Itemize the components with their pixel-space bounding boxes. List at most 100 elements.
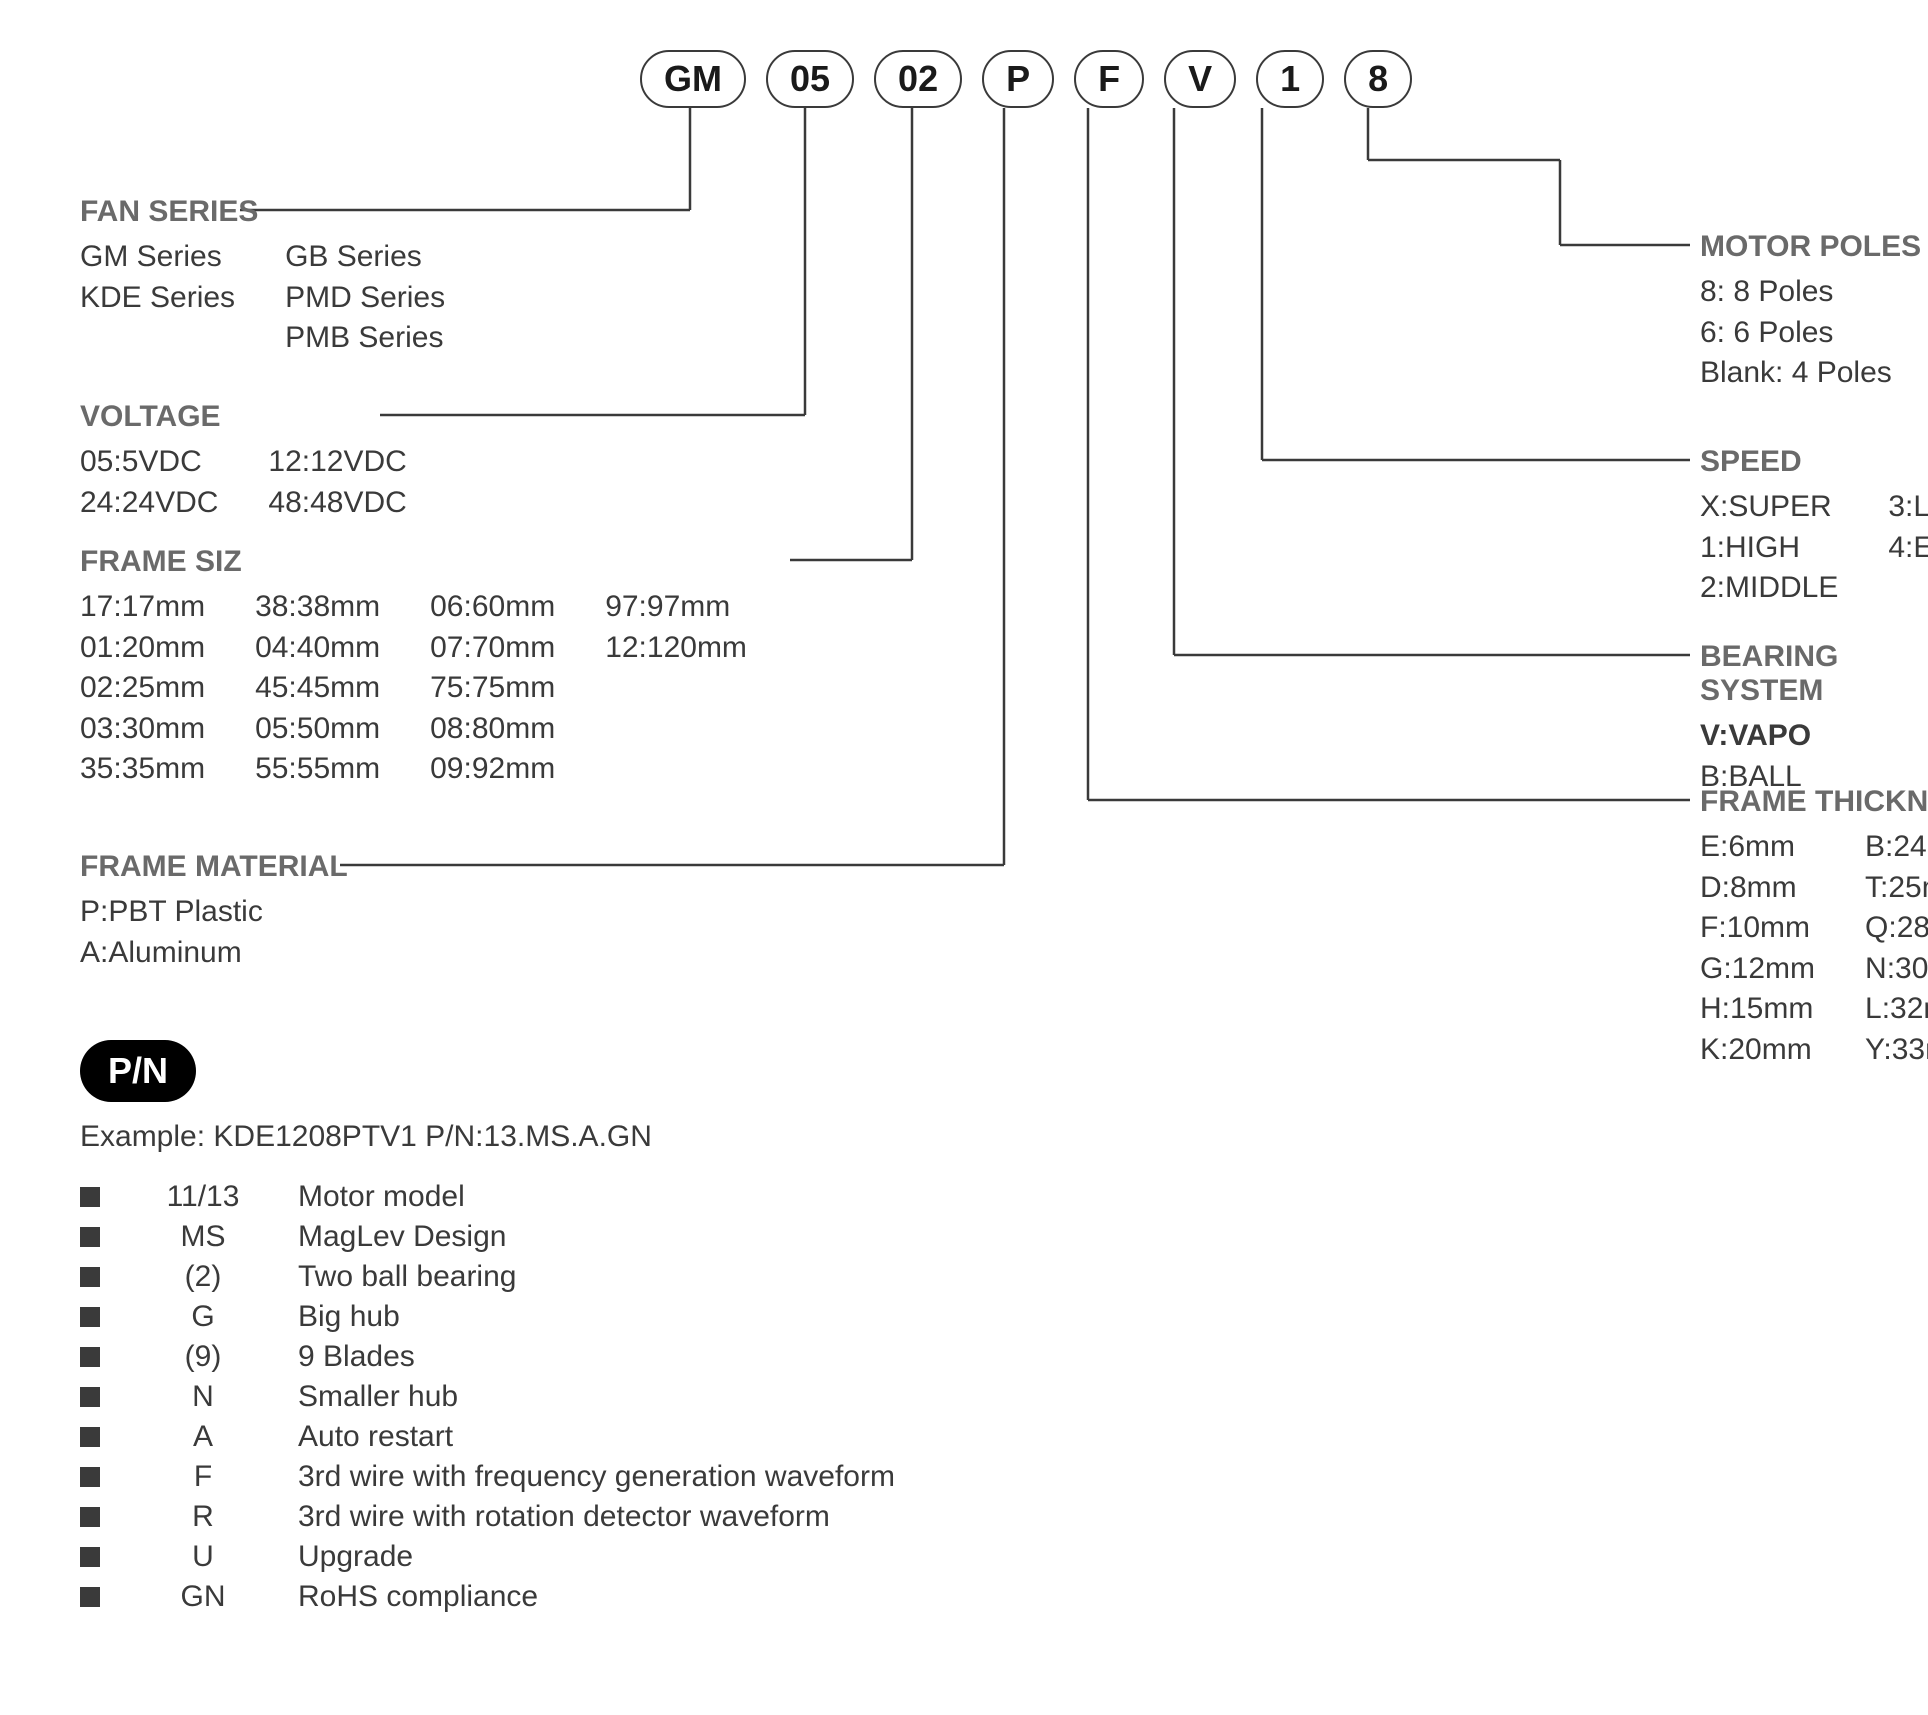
bullet-icon xyxy=(80,1307,100,1327)
code-pill-6: 1 xyxy=(1256,50,1324,108)
pn-row: R 3rd wire with rotation detector wavefor… xyxy=(80,1500,895,1534)
list-item: Q:28mm xyxy=(1865,908,1928,949)
pn-code: F xyxy=(138,1460,268,1494)
list-item: 17:17mm xyxy=(80,587,205,628)
frame-size-title: FRAME SIZ xyxy=(80,545,747,579)
bullet-icon xyxy=(80,1467,100,1487)
list-item: 07:70mm xyxy=(430,628,555,669)
list-item: PMD Series xyxy=(285,278,445,319)
list-item: G:12mm xyxy=(1700,949,1815,990)
pn-example: Example: KDE1208PTV1 P/N:13.MS.A.GN xyxy=(80,1120,895,1154)
list-item: 35:35mm xyxy=(80,749,205,790)
list-item: 48:48VDC xyxy=(268,483,406,524)
list-item: 12:12VDC xyxy=(268,442,406,483)
list-item: 3:LOW xyxy=(1888,487,1928,528)
pn-row: GBig hub xyxy=(80,1300,895,1334)
pn-badge: P/N xyxy=(80,1040,196,1102)
list-item: H:15mm xyxy=(1700,989,1815,1030)
list-item: X:SUPER xyxy=(1700,487,1838,528)
list-item: 24:24VDC xyxy=(80,483,218,524)
part-number-code-row: GM 05 02 P F V 1 8 xyxy=(640,50,1412,108)
list-item: GM Series xyxy=(80,237,235,278)
pn-code: MS xyxy=(138,1220,268,1254)
pn-row: F3rd wire with frequency generation wave… xyxy=(80,1460,895,1494)
section-frame-thickness: FRAME THICKNESS E:6mmD:8mmF:10mmG:12mmH:… xyxy=(1700,785,1928,1070)
list-item: 75:75mm xyxy=(430,668,555,709)
list-item: 55:55mm xyxy=(255,749,380,790)
list-item: 45:45mm xyxy=(255,668,380,709)
pn-table: 11/13Motor model MS MagLev Design (2)Two ba… xyxy=(80,1180,895,1614)
frame-thickness-title: FRAME THICKNESS xyxy=(1700,785,1928,819)
list-item: 12:120mm xyxy=(605,628,747,669)
list-item: 4:EXTRA LOW xyxy=(1888,528,1928,569)
pn-row: (2)Two ball bearing xyxy=(80,1260,895,1294)
list-item: Y:33mm xyxy=(1865,1030,1928,1071)
list-item: 1:HIGH xyxy=(1700,528,1838,569)
list-item: 01:20mm xyxy=(80,628,205,669)
bullet-icon xyxy=(80,1227,100,1247)
pn-code: GN xyxy=(138,1580,268,1614)
pn-desc: 9 Blades xyxy=(298,1340,415,1374)
section-frame-size: FRAME SIZ 17:17mm01:20mm02:25mm03:30mm35… xyxy=(80,545,747,790)
list-item: 06:60mm xyxy=(430,587,555,628)
list-item: V:VAPO xyxy=(1700,716,1811,757)
list-item: 6: 6 Poles xyxy=(1700,313,1892,354)
bullet-icon xyxy=(80,1387,100,1407)
list-item: 04:40mm xyxy=(255,628,380,669)
section-frame-material: FRAME MATERIAL P:PBT PlasticA:Aluminum xyxy=(80,850,348,973)
list-item: 97:97mm xyxy=(605,587,747,628)
bearing-title: BEARING SYSTEM xyxy=(1700,640,1928,708)
pn-row: A Auto restart xyxy=(80,1420,895,1454)
code-pill-4: F xyxy=(1074,50,1144,108)
code-pill-7: 8 xyxy=(1344,50,1412,108)
section-pn: P/N Example: KDE1208PTV1 P/N:13.MS.A.GN … xyxy=(80,1040,895,1620)
section-motor-poles: MOTOR POLES 8: 8 Poles6: 6 PolesBlank: 4… xyxy=(1700,230,1921,394)
code-pill-3: P xyxy=(982,50,1054,108)
list-item: K:20mm xyxy=(1700,1030,1815,1071)
list-item: Blank: 4 Poles xyxy=(1700,353,1892,394)
bullet-icon xyxy=(80,1187,100,1207)
bullet-icon xyxy=(80,1347,100,1367)
bullet-icon xyxy=(80,1547,100,1567)
bullet-icon xyxy=(80,1587,100,1607)
bullet-icon xyxy=(80,1427,100,1447)
list-item: 09:92mm xyxy=(430,749,555,790)
list-item: L:32mm xyxy=(1865,989,1928,1030)
code-pill-1: 05 xyxy=(766,50,854,108)
list-item: KDE Series xyxy=(80,278,235,319)
list-item: 38:38mm xyxy=(255,587,380,628)
pn-code: R xyxy=(138,1500,268,1534)
section-bearing: BEARING SYSTEM V:VAPOB:BALL xyxy=(1700,640,1928,797)
pn-row: (9)9 Blades xyxy=(80,1340,895,1374)
list-item: PMB Series xyxy=(285,318,445,359)
pn-row: N Smaller hub xyxy=(80,1380,895,1414)
section-fan-series: FAN SERIES GM SeriesKDE Series GB Series… xyxy=(80,195,445,359)
code-pill-2: 02 xyxy=(874,50,962,108)
section-voltage: VOLTAGE 05:5VDC24:24VDC 12:12VDC48:48VDC xyxy=(80,400,407,523)
list-item: 03:30mm xyxy=(80,709,205,750)
pn-code: A xyxy=(138,1420,268,1454)
section-speed: SPEED X:SUPER1:HIGH2:MIDDLE 3:LOW4:EXTRA… xyxy=(1700,445,1928,609)
code-pill-0: GM xyxy=(640,50,746,108)
list-item: B:24mm xyxy=(1865,827,1928,868)
fan-series-title: FAN SERIES xyxy=(80,195,445,229)
pn-desc: RoHS compliance xyxy=(298,1580,538,1614)
list-item: A:Aluminum xyxy=(80,933,263,974)
pn-desc: Upgrade xyxy=(298,1540,413,1574)
code-pill-5: V xyxy=(1164,50,1236,108)
pn-desc: Smaller hub xyxy=(298,1380,458,1414)
pn-code: N xyxy=(138,1380,268,1414)
list-item: GB Series xyxy=(285,237,445,278)
pn-row: MS MagLev Design xyxy=(80,1220,895,1254)
speed-title: SPEED xyxy=(1700,445,1928,479)
pn-desc: MagLev Design xyxy=(298,1220,506,1254)
pn-desc: 3rd wire with rotation detector waveform xyxy=(298,1500,830,1534)
pn-desc: Motor model xyxy=(298,1180,465,1214)
motor-poles-title: MOTOR POLES xyxy=(1700,230,1921,264)
list-item: E:6mm xyxy=(1700,827,1815,868)
pn-row: GN RoHS compliance xyxy=(80,1580,895,1614)
pn-row: 11/13Motor model xyxy=(80,1180,895,1214)
list-item: 8: 8 Poles xyxy=(1700,272,1892,313)
pn-code: (2) xyxy=(138,1260,268,1294)
pn-desc: Auto restart xyxy=(298,1420,453,1454)
